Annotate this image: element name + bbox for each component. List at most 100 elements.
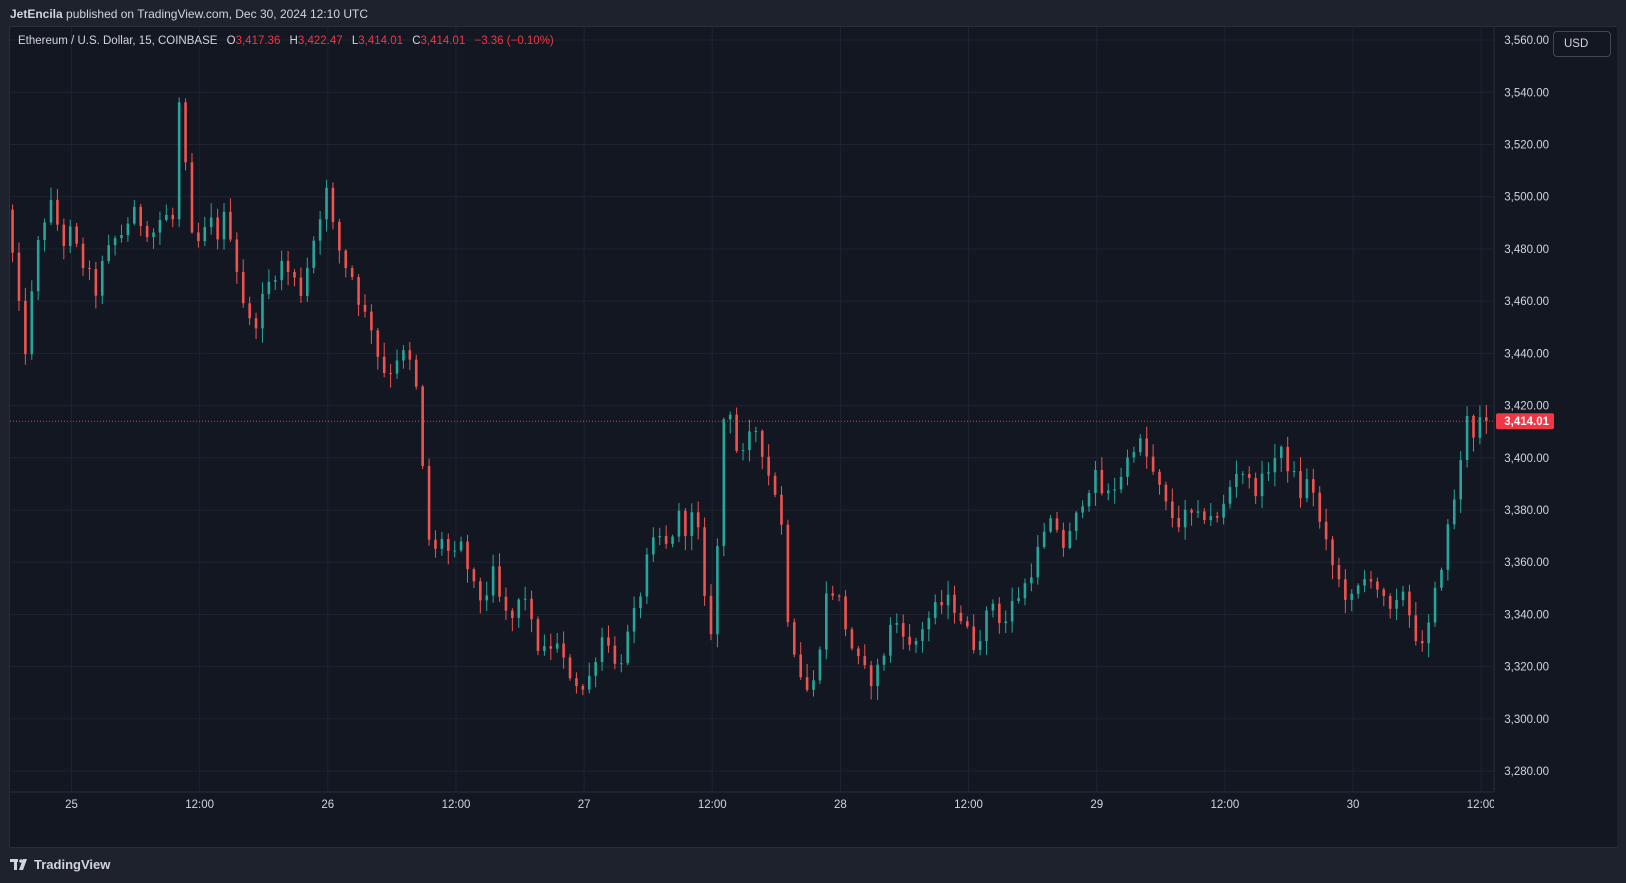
candle-body: [671, 536, 674, 544]
price-tick-label: 3,440.00: [1504, 348, 1549, 360]
time-tick-label: 27: [578, 799, 591, 811]
candle-body: [1087, 493, 1091, 507]
candle-body: [754, 430, 758, 432]
candle-body: [30, 291, 34, 355]
candle-body: [94, 269, 98, 296]
candle-body: [543, 646, 546, 651]
candle-body: [408, 350, 412, 360]
candle-body: [100, 260, 104, 296]
candle-body: [338, 221, 341, 251]
candle-body: [1388, 595, 1392, 609]
candle-body: [325, 187, 328, 220]
axis-corner: [1494, 792, 1617, 847]
candle-body: [1196, 511, 1200, 513]
candle-body: [1337, 565, 1341, 580]
candle-body: [664, 535, 668, 544]
candle-body: [1164, 484, 1168, 502]
candle-body: [863, 656, 867, 666]
candle-body: [1203, 511, 1206, 521]
tradingview-brand[interactable]: TradingView: [10, 857, 110, 872]
publisher-text: published on TradingView.com, Dec 30, 20…: [66, 7, 369, 21]
candle-body: [357, 277, 360, 305]
candle-body: [139, 206, 143, 227]
candle-body: [748, 431, 751, 451]
candle-body: [1190, 509, 1193, 513]
candle-body: [722, 419, 726, 547]
candle-body: [107, 245, 110, 261]
time-tick-label: 12:00: [1467, 799, 1496, 811]
candle-body: [491, 566, 495, 596]
price-tick-label: 3,500.00: [1504, 192, 1549, 204]
candle-body: [1151, 456, 1155, 472]
plot-area: [10, 27, 1494, 792]
candle-body: [1472, 415, 1475, 438]
candle-body: [895, 623, 899, 625]
candle-body: [306, 267, 309, 296]
candle-body: [466, 541, 469, 570]
currency-button[interactable]: USD: [1553, 31, 1611, 57]
ohlc-legend: Ethereum / U.S. Dollar, 15, COINBASE O3,…: [18, 35, 554, 47]
candle-body: [837, 595, 841, 597]
candle-body: [126, 223, 130, 236]
time-tick-label: 12:00: [185, 799, 214, 811]
candle-body: [1369, 579, 1373, 582]
brand-label: TradingView: [34, 857, 111, 872]
candle-body: [575, 678, 578, 687]
candle-body: [286, 260, 290, 272]
time-tick-label: 25: [65, 799, 78, 811]
candle-body: [113, 238, 117, 246]
candle-body: [241, 271, 245, 304]
price-tick-label: 3,400.00: [1504, 453, 1549, 465]
candle-body: [312, 240, 316, 268]
candle-body: [1292, 471, 1296, 473]
candle-body: [120, 235, 123, 239]
candle-body: [1356, 585, 1360, 594]
candle-body: [56, 199, 59, 225]
candle-body: [158, 219, 162, 233]
candle-body: [767, 456, 770, 476]
candle-body: [965, 621, 969, 627]
candle-body: [1414, 615, 1418, 642]
candle-body: [177, 102, 181, 220]
candle-body: [716, 546, 719, 635]
candle-body: [805, 677, 809, 690]
candle-body: [1324, 521, 1328, 540]
candle-body: [728, 414, 732, 420]
candle-body: [978, 641, 982, 651]
candle-body: [209, 217, 213, 228]
candle-body: [908, 636, 911, 645]
candle-body: [222, 211, 226, 240]
candle-body: [613, 645, 617, 664]
tradingview-logo-icon: [10, 858, 27, 870]
candle-body: [203, 227, 207, 242]
candle-body: [825, 593, 828, 650]
candle-body: [1408, 591, 1411, 616]
candle-body: [1440, 569, 1443, 588]
candle-body: [1331, 539, 1334, 566]
candle-body: [914, 640, 918, 645]
candle-body: [1363, 579, 1366, 586]
candle-body: [1427, 622, 1430, 644]
candle-body: [1433, 587, 1437, 623]
candle-body: [1209, 516, 1213, 521]
candle-body: [273, 280, 277, 282]
candle-body: [81, 243, 85, 268]
candle-body: [959, 612, 963, 622]
candle-body: [216, 217, 219, 240]
time-tick-label: 29: [1090, 799, 1103, 811]
candle-body: [735, 414, 738, 451]
price-tick-label: 3,360.00: [1504, 557, 1549, 569]
symbol-title[interactable]: Ethereum / U.S. Dollar, 15, COINBASE: [18, 35, 218, 47]
candle-body: [690, 512, 694, 537]
candlestick-chart[interactable]: 3,280.00 3,300.00 3,320.00 3,340.00 3,360.00…: [0, 0, 1626, 848]
price-tick-label: 3,340.00: [1504, 609, 1549, 621]
candle-body: [889, 624, 892, 656]
candle-body: [619, 663, 623, 665]
candle-body: [88, 267, 91, 270]
publisher-user[interactable]: JetEncila: [10, 7, 63, 21]
candle-body: [703, 527, 706, 596]
candle-body: [927, 618, 931, 630]
candle-body: [171, 214, 175, 220]
low-label: L: [351, 35, 359, 47]
candle-body: [1485, 417, 1488, 422]
